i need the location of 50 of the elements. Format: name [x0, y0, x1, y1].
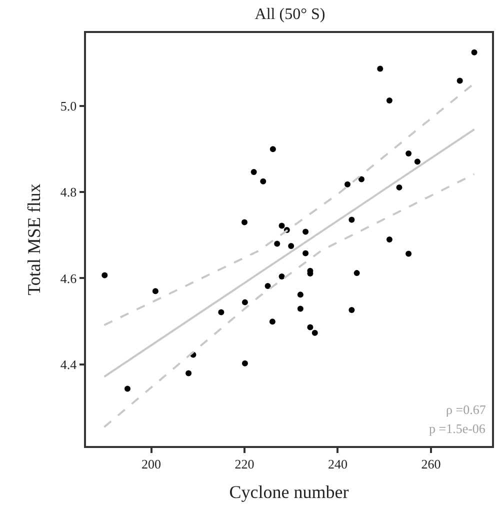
point	[218, 309, 224, 316]
point	[102, 272, 108, 278]
point	[264, 282, 271, 289]
point	[124, 386, 130, 392]
point	[312, 330, 318, 336]
y-tick-label: 4.6	[60, 270, 78, 286]
point	[406, 250, 412, 257]
annotation: p =1.5e-06	[429, 421, 486, 436]
point	[386, 236, 392, 242]
annotation: ρ =0.67	[446, 402, 486, 417]
point	[278, 222, 285, 229]
point	[242, 299, 248, 306]
point	[270, 146, 276, 152]
y-tick-label: 5.0	[60, 98, 77, 114]
point	[274, 240, 280, 247]
point	[297, 306, 304, 312]
point	[358, 176, 364, 182]
x-tick-label: 200	[142, 456, 162, 472]
point	[471, 49, 478, 56]
point	[456, 78, 463, 84]
point	[302, 250, 309, 256]
point	[278, 274, 285, 280]
point	[241, 219, 248, 226]
point	[297, 292, 304, 298]
point	[250, 168, 257, 175]
y-tick-label: 4.4	[60, 356, 78, 372]
point	[414, 158, 420, 165]
point	[344, 181, 350, 188]
point	[348, 307, 355, 314]
point	[386, 98, 392, 104]
x-tick-label: 260	[421, 456, 441, 472]
point	[186, 370, 192, 376]
chart-title: All (50° S)	[254, 6, 326, 23]
x-axis-title: Cyclone number	[229, 482, 349, 502]
point	[269, 318, 276, 325]
x-tick-label: 240	[328, 456, 348, 472]
x-tick-label: 220	[234, 456, 254, 472]
point	[288, 242, 294, 249]
point	[260, 178, 266, 184]
point	[302, 228, 309, 235]
point	[242, 360, 248, 366]
point	[406, 150, 412, 156]
point	[377, 66, 384, 72]
point	[396, 184, 402, 190]
point	[152, 288, 158, 294]
point	[354, 270, 360, 276]
y-axis-title: Total MSE flux	[24, 184, 44, 296]
y-tick-label: 4.8	[60, 184, 77, 200]
point	[307, 324, 314, 330]
point	[348, 216, 355, 223]
